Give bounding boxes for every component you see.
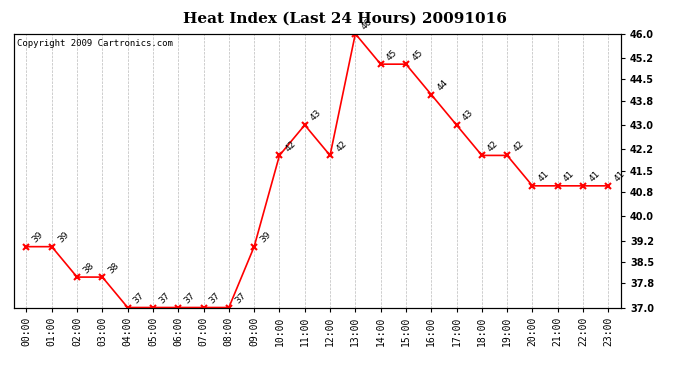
- Text: Copyright 2009 Cartronics.com: Copyright 2009 Cartronics.com: [17, 39, 172, 48]
- Text: 43: 43: [309, 108, 324, 123]
- Text: 41: 41: [562, 169, 576, 184]
- Text: 42: 42: [334, 139, 348, 153]
- Text: 41: 41: [613, 169, 627, 184]
- Text: 41: 41: [537, 169, 551, 184]
- Text: 42: 42: [486, 139, 500, 153]
- Text: 37: 37: [132, 291, 146, 305]
- Text: 37: 37: [233, 291, 248, 305]
- Text: 41: 41: [587, 169, 602, 184]
- Text: 37: 37: [182, 291, 197, 305]
- Text: Heat Index (Last 24 Hours) 20091016: Heat Index (Last 24 Hours) 20091016: [183, 11, 507, 25]
- Text: 38: 38: [106, 260, 121, 275]
- Text: 37: 37: [157, 291, 172, 305]
- Text: 39: 39: [258, 230, 273, 244]
- Text: 46: 46: [359, 17, 374, 32]
- Text: 42: 42: [284, 139, 298, 153]
- Text: 38: 38: [81, 260, 96, 275]
- Text: 37: 37: [208, 291, 222, 305]
- Text: 42: 42: [511, 139, 526, 153]
- Text: 43: 43: [461, 108, 475, 123]
- Text: 45: 45: [410, 48, 424, 62]
- Text: 44: 44: [435, 78, 450, 92]
- Text: 45: 45: [385, 48, 400, 62]
- Text: 39: 39: [56, 230, 70, 244]
- Text: 39: 39: [30, 230, 45, 244]
